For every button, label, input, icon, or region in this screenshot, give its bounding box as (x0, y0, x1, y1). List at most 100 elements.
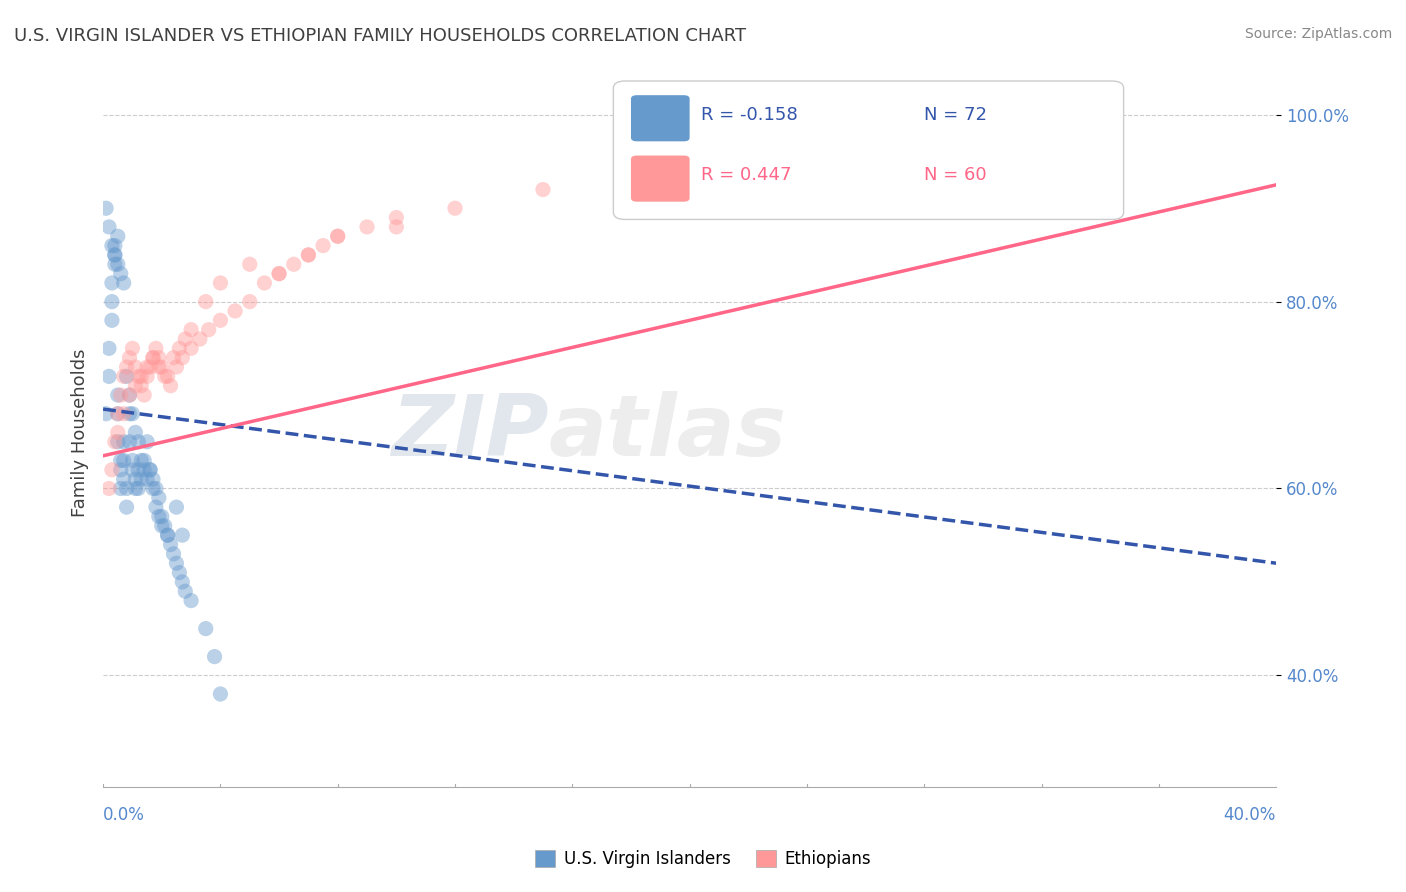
Point (107, 434, 129, 449)
Point (153, 519, 176, 533)
Point (172, 528, 194, 542)
Point (159, 537, 181, 551)
Point (107, 257, 129, 271)
Point (162, 351, 184, 365)
Point (180, 593, 202, 607)
Point (115, 500, 138, 515)
Point (385, 211, 408, 225)
Point (121, 342, 143, 356)
Point (678, 154, 700, 169)
Point (194, 622, 217, 636)
Point (267, 267, 290, 281)
Point (101, 276, 124, 290)
Point (107, 229, 129, 244)
Text: 0.0%: 0.0% (103, 806, 145, 824)
Point (209, 313, 232, 327)
Point (118, 407, 141, 421)
Point (136, 369, 159, 384)
Point (180, 323, 202, 337)
Point (139, 463, 162, 477)
Point (145, 342, 167, 356)
Point (283, 257, 305, 271)
Point (142, 351, 165, 365)
Point (150, 509, 173, 524)
Point (136, 472, 159, 486)
Point (129, 369, 152, 384)
Point (239, 257, 262, 271)
Point (118, 388, 141, 402)
Point (180, 342, 202, 356)
Point (127, 482, 149, 496)
Point (112, 369, 135, 384)
Point (142, 351, 165, 365)
Point (142, 472, 165, 486)
Point (107, 425, 129, 440)
Text: N = 60: N = 60 (924, 167, 987, 185)
Point (156, 369, 179, 384)
Point (356, 219, 378, 234)
Point (148, 359, 170, 374)
Point (101, 313, 124, 327)
Legend: U.S. Virgin Islanders, Ethiopians: U.S. Virgin Islanders, Ethiopians (529, 843, 877, 875)
Point (209, 276, 232, 290)
Point (118, 434, 141, 449)
Point (169, 566, 191, 580)
Point (159, 378, 181, 392)
Point (156, 528, 179, 542)
Point (239, 294, 262, 309)
Point (165, 556, 187, 570)
Point (172, 574, 194, 589)
Point (101, 294, 124, 309)
Point (134, 388, 156, 402)
Point (188, 332, 211, 346)
Point (253, 276, 276, 290)
Point (110, 482, 132, 496)
Text: 40.0%: 40.0% (1223, 806, 1277, 824)
Text: R = -0.158: R = -0.158 (702, 106, 799, 124)
Point (134, 463, 156, 477)
Point (326, 229, 349, 244)
Point (267, 267, 290, 281)
Point (297, 248, 319, 262)
Point (121, 407, 143, 421)
Point (124, 359, 146, 374)
Point (101, 463, 124, 477)
Point (153, 369, 176, 384)
Point (172, 351, 194, 365)
Text: ZIP: ZIP (391, 391, 548, 474)
Point (129, 472, 152, 486)
Point (142, 482, 165, 496)
Point (129, 378, 152, 392)
Point (107, 388, 129, 402)
Point (297, 248, 319, 262)
Point (224, 304, 246, 318)
Point (209, 687, 232, 701)
Point (124, 482, 146, 496)
Point (112, 407, 135, 421)
Point (531, 182, 554, 196)
Point (115, 482, 138, 496)
FancyBboxPatch shape (631, 95, 689, 141)
Point (112, 453, 135, 467)
Point (121, 463, 143, 477)
Point (98, 369, 121, 384)
Point (174, 584, 197, 599)
Point (197, 323, 219, 337)
Point (165, 359, 187, 374)
Point (194, 294, 217, 309)
Point (110, 267, 132, 281)
Point (110, 453, 132, 467)
Point (127, 369, 149, 384)
Point (104, 248, 127, 262)
Point (139, 463, 162, 477)
Point (98, 342, 121, 356)
Point (94, 407, 117, 421)
Point (101, 238, 124, 252)
Point (115, 359, 138, 374)
Point (136, 434, 159, 449)
Point (148, 491, 170, 505)
Point (165, 500, 187, 515)
Point (444, 201, 467, 215)
Point (145, 500, 167, 515)
Point (129, 453, 152, 467)
